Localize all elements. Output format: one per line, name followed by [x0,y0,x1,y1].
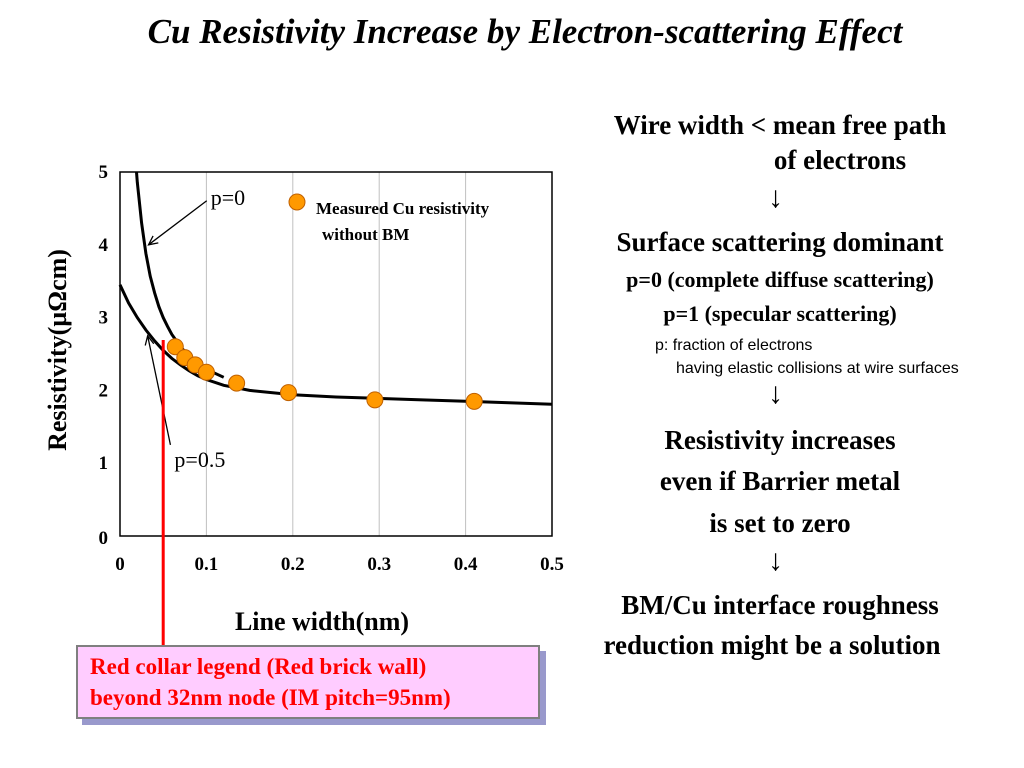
x-tick-label: 0.4 [454,554,478,575]
p1-label: p=1 [663,301,700,326]
data-point [465,392,483,410]
p0-description: (complete diffuse scattering) [661,267,934,292]
down-arrow-icon: ↓ [768,181,783,214]
x-tick-label: 0.3 [367,554,391,575]
legend-box-line-1: Red collar legend (Red brick wall) [90,654,427,679]
y-tick-label: 3 [99,308,109,329]
y-tick-label: 4 [99,235,109,256]
x-axis-label: Line width(nm) [235,607,409,636]
text-interface-roughness: BM/Cu interface roughness [621,590,939,620]
y-tick-label: 1 [99,453,109,474]
x-tick-label: 0.2 [281,554,305,575]
arrow-head-icon [144,334,155,346]
text-set-to-zero: is set to zero [709,508,851,538]
x-tick-label: 0.5 [540,554,564,575]
text-wire-width: Wire width < mean free path [613,110,947,140]
text-surface-scattering: Surface scattering dominant [616,227,944,257]
down-arrow-icon: ↓ [768,544,783,577]
data-point [366,391,384,409]
legend-marker [288,193,306,211]
y-tick-label: 2 [99,380,109,401]
x-tick-label: 0.1 [195,554,219,575]
y-tick-label: 0 [99,528,109,549]
curve-p-0-5 [118,284,553,406]
note-elastic: having elastic collisions at wire surfac… [676,360,959,377]
p1-description: (specular scattering) [699,301,897,326]
text-p0-definition: p=0 (complete diffuse scattering) [560,267,1000,293]
data-point [228,374,246,392]
text-resistivity-increases: Resistivity increases [664,425,896,455]
y-tick-label: 5 [99,162,109,183]
data-point [197,363,215,381]
resistivity-chart: 0 0.1 0.2 0.3 0.4 0.5 0 1 2 3 4 5 p=0 p=0.5 Measured… [43,162,564,648]
text-mean-free-path: of electrons [773,145,907,175]
down-arrow-icon: ↓ [768,377,783,410]
y-axis-label: Resistivity(µΩcm) [43,249,72,451]
annotation-arrow [147,335,172,445]
annotation-label: p=0.5 [174,447,225,472]
note-fraction: p: fraction of electrons [655,337,813,354]
p0-label: p=0 [626,267,662,292]
text-barrier-metal: even if Barrier metal [659,466,901,496]
annotation-arrow [148,200,208,246]
legend-label-2: without BM [322,225,409,244]
legend-label-1: Measured Cu resistivity [316,199,490,218]
text-solution: reduction might be a solution [603,630,941,660]
slide-title: Cu Resistivity Increase by Electron-scat… [147,12,903,51]
x-tick-label: 0 [115,554,125,575]
annotation-label: p=0 [211,185,245,210]
legend-box-line-2: beyond 32nm node (IM pitch=95nm) [90,685,451,710]
plot-frame [119,171,553,537]
text-p1-definition: p=1 (specular scattering) [560,301,1000,327]
data-point [166,338,184,356]
red-collar-legend-box: Red collar legend (Red brick wall) beyon… [76,645,540,719]
data-point [279,384,297,402]
arrow-head-icon [147,235,159,246]
